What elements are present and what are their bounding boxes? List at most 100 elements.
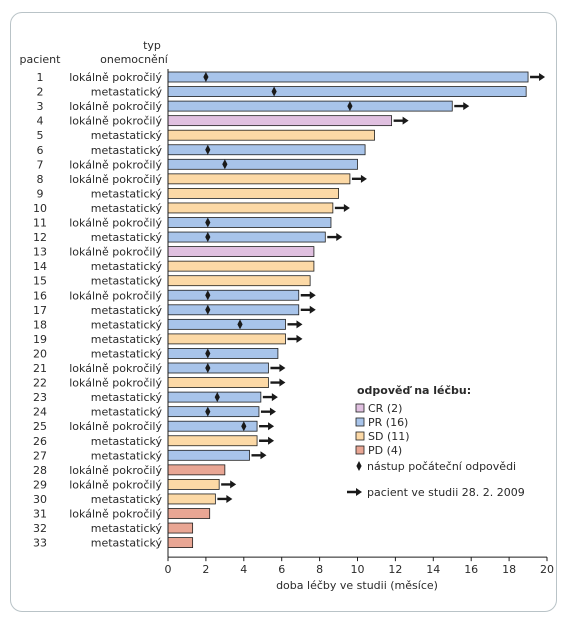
x-tick-label: 8 xyxy=(316,563,323,576)
patient-id: 18 xyxy=(33,318,47,331)
x-tick-label: 2 xyxy=(202,563,209,576)
bar xyxy=(167,260,315,272)
response-onset-marker xyxy=(241,421,247,432)
patient-id: 21 xyxy=(33,362,47,375)
bar xyxy=(167,217,332,228)
disease-type: lokálně pokročilý xyxy=(69,158,162,171)
disease-type: lokálně pokročilý xyxy=(69,71,162,84)
ongoing-arrow xyxy=(287,334,303,343)
bar xyxy=(167,158,358,170)
legend-arrow-label: pacient ve studii 28. 2. 2009 xyxy=(367,486,525,499)
ongoing-arrow xyxy=(221,480,237,489)
ongoing-arrow xyxy=(530,73,546,81)
response-onset-marker xyxy=(205,217,211,228)
bar xyxy=(167,275,311,287)
patient-rows: 1 lokálně pokročilý 2 metastatický 3 lokálně … xyxy=(33,71,546,550)
bar xyxy=(167,348,279,359)
disease-type: lokálně pokročilý xyxy=(69,100,162,113)
response-onset-marker xyxy=(205,363,211,373)
disease-type: metastatický xyxy=(91,260,163,273)
bar xyxy=(167,377,269,388)
patient-id: 16 xyxy=(33,289,47,302)
x-tick-label: 6 xyxy=(278,563,285,576)
disease-type: metastatický xyxy=(91,318,163,331)
response-onset-marker xyxy=(271,86,277,97)
ongoing-arrow xyxy=(287,320,303,329)
bar xyxy=(167,508,211,519)
bar xyxy=(167,202,334,214)
disease-type: metastatický xyxy=(91,493,163,506)
response-onset-marker xyxy=(347,101,353,112)
legend-arrow-icon xyxy=(347,488,362,496)
bar xyxy=(167,289,300,301)
disease-type: lokálně pokročilý xyxy=(69,246,162,259)
bar xyxy=(167,246,315,258)
patient-id: 8 xyxy=(37,173,44,186)
patient-id: 20 xyxy=(33,347,47,360)
type-column-header-line2: onemocnění xyxy=(100,53,169,66)
x-tick-label: 12 xyxy=(388,563,402,576)
disease-type: lokálně pokročilý xyxy=(69,464,162,477)
response-onset-marker xyxy=(222,159,228,170)
ongoing-arrow xyxy=(300,305,316,314)
disease-type: lokálně pokročilý xyxy=(69,362,162,375)
x-tick-label: 18 xyxy=(502,563,516,576)
ongoing-arrow xyxy=(327,233,343,242)
x-tick-label: 4 xyxy=(240,563,247,576)
bar xyxy=(167,100,453,112)
bar xyxy=(167,449,250,461)
legend-title: odpověď na léčbu: xyxy=(357,384,471,397)
bar xyxy=(167,318,286,330)
patient-id: 27 xyxy=(33,449,47,462)
patient-id: 19 xyxy=(33,333,47,346)
patient-id: 32 xyxy=(33,522,47,535)
patient-id: 24 xyxy=(33,406,47,419)
bar xyxy=(167,304,300,316)
bar xyxy=(167,493,216,505)
legend-label-sd: SD (11) xyxy=(368,430,410,443)
patient-id: 22 xyxy=(33,377,47,390)
disease-type: lokálně pokročilý xyxy=(69,420,162,433)
response-onset-marker xyxy=(205,290,211,301)
disease-type: lokálně pokročilý xyxy=(69,377,162,390)
response-onset-marker xyxy=(203,72,209,82)
ongoing-arrow xyxy=(251,451,267,460)
disease-type: metastatický xyxy=(91,347,163,360)
patient-id: 9 xyxy=(37,187,44,200)
disease-type: metastatický xyxy=(91,304,163,317)
bar xyxy=(167,391,262,403)
disease-type: lokálně pokročilý xyxy=(69,217,162,230)
legend-swatch-pd xyxy=(355,445,365,455)
disease-type: metastatický xyxy=(91,522,163,535)
ongoing-arrow xyxy=(260,407,276,416)
bar xyxy=(167,71,529,83)
patient-id: 33 xyxy=(33,537,47,550)
ongoing-arrow xyxy=(270,364,286,372)
x-tick-label: 0 xyxy=(165,563,172,576)
legend-label-pd: PD (4) xyxy=(368,444,402,457)
ongoing-arrow xyxy=(270,378,286,387)
response-onset-marker xyxy=(205,406,211,417)
x-tick-label: 20 xyxy=(540,563,554,576)
ongoing-arrow xyxy=(334,203,350,212)
patient-id: 1 xyxy=(37,71,44,84)
legend-diamond-icon xyxy=(356,461,362,471)
bar xyxy=(167,144,366,156)
disease-type: metastatický xyxy=(91,275,163,288)
patient-id: 25 xyxy=(33,420,47,433)
response-onset-marker xyxy=(214,392,220,403)
disease-type: metastatický xyxy=(91,231,163,244)
bar xyxy=(167,362,269,374)
bar xyxy=(167,173,351,185)
disease-type: metastatický xyxy=(91,202,163,215)
disease-type: lokálně pokročilý xyxy=(69,478,162,491)
ongoing-arrow xyxy=(262,393,278,402)
ongoing-arrow xyxy=(454,102,470,111)
ongoing-arrow xyxy=(259,422,275,431)
x-axis: 0 2 4 6 8 10 12 14 16 18 20 xyxy=(165,69,554,576)
ongoing-arrow xyxy=(259,436,275,445)
x-axis-label: doba léčby ve studii (měsíce) xyxy=(276,579,438,592)
bar xyxy=(167,115,393,127)
patient-id: 3 xyxy=(37,100,44,113)
legend-swatch-cr xyxy=(355,403,365,413)
